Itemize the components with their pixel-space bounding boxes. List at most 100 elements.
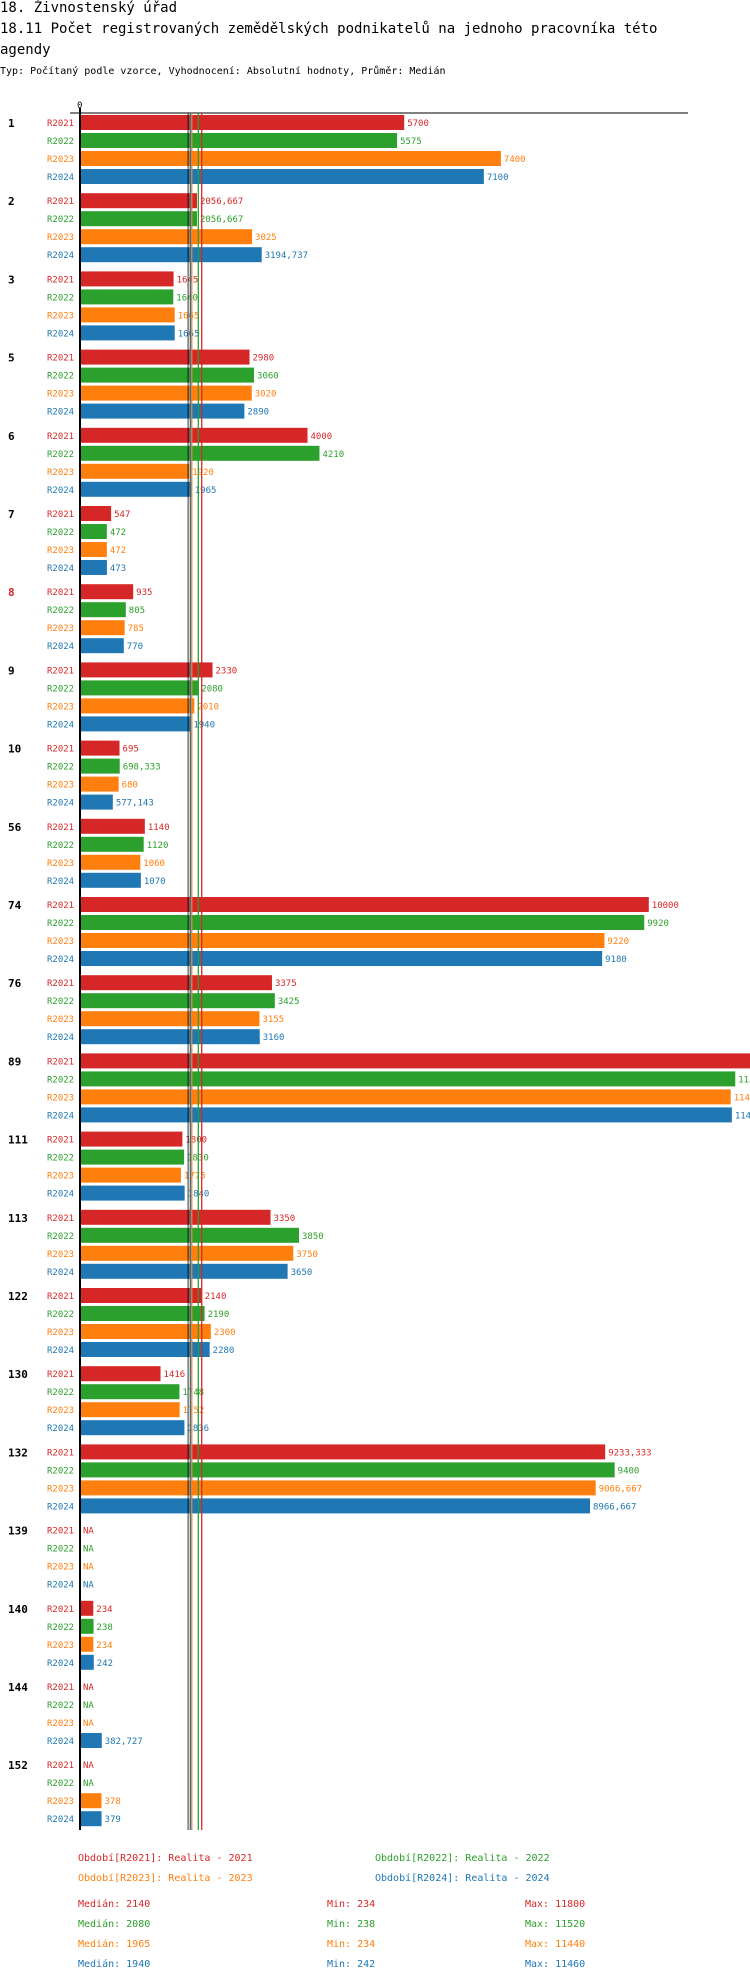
bar — [80, 662, 213, 678]
series-row-label: R2021 — [47, 1292, 74, 1302]
data-label: 3020 — [255, 390, 277, 400]
bar — [80, 758, 120, 774]
bar — [80, 115, 405, 130]
data-label: 379 — [105, 1815, 121, 1825]
category-label: 152 — [8, 1759, 28, 1772]
series-row-label: R2021 — [47, 745, 74, 755]
bar — [80, 1107, 732, 1123]
bar — [80, 933, 605, 948]
data-label: 1060 — [143, 859, 165, 869]
series-row-label: R2023 — [47, 155, 74, 165]
data-label: 3060 — [257, 372, 279, 382]
data-label: 2140 — [205, 1292, 227, 1302]
series-row-label: R2023 — [47, 1563, 74, 1573]
series-row-label: R2021 — [47, 1605, 74, 1615]
bar — [80, 1384, 180, 1400]
series-row-label: R2024 — [47, 799, 74, 809]
data-label: 2080 — [201, 684, 223, 694]
series-row-label: R2022 — [47, 1701, 74, 1711]
bar — [80, 1185, 185, 1201]
series-row-label: R2022 — [47, 1623, 74, 1633]
data-label: NA — [83, 1581, 94, 1591]
bar — [80, 1167, 181, 1183]
data-label: 8966,667 — [593, 1502, 636, 1512]
series-row-label: R2021 — [47, 275, 74, 285]
series-row-label: R2023 — [47, 1797, 74, 1807]
data-label: 1416 — [164, 1370, 186, 1380]
data-label: 1665 — [178, 329, 200, 339]
data-label: 2056,667 — [200, 215, 243, 225]
data-label: 9400 — [618, 1466, 640, 1476]
series-row-label: R2022 — [47, 763, 74, 773]
series-row-label: R2024 — [47, 1502, 74, 1512]
data-label: 695 — [123, 745, 139, 755]
series-row-label: R2022 — [47, 1779, 74, 1789]
data-label: NA — [83, 1545, 94, 1555]
category-label: 89 — [8, 1055, 21, 1068]
stat-median: Medián: 2080 — [78, 1918, 150, 1930]
series-row-label: R2021 — [47, 1527, 74, 1537]
data-label: NA — [83, 1563, 94, 1573]
bar — [80, 818, 145, 834]
chart-meta: Typ: Počítaný podle vzorce, Vyhodnocení:… — [0, 66, 446, 77]
bar — [80, 307, 175, 323]
data-label: 11520 — [738, 1075, 750, 1085]
data-label: 770 — [127, 642, 143, 652]
series-row-label: R2022 — [47, 1310, 74, 1320]
bar — [80, 325, 175, 341]
bar — [80, 1733, 102, 1748]
bar — [80, 560, 107, 575]
series-row-label: R2022 — [47, 1232, 74, 1242]
data-label: 234 — [96, 1605, 112, 1615]
bar — [80, 1480, 596, 1496]
stat-median: Medián: 1965 — [78, 1938, 150, 1950]
data-label: 1645 — [177, 275, 199, 285]
series-row-label: R2023 — [47, 1250, 74, 1260]
series-row-label: R2021 — [47, 432, 74, 442]
x-axis-zero-label: 0 — [77, 101, 82, 111]
data-label: 9180 — [605, 955, 627, 965]
series-row-label: R2021 — [47, 588, 74, 598]
bar — [80, 151, 501, 166]
bar — [80, 620, 125, 636]
bar — [80, 1011, 260, 1027]
data-label: 3850 — [302, 1232, 324, 1242]
data-label: 9920 — [647, 919, 669, 929]
data-label: 2280 — [213, 1346, 235, 1356]
series-row-label: R2022 — [47, 293, 74, 303]
stat-max: Max: 11460 — [525, 1959, 585, 1970]
page-title: 18. Živnostenský úřad — [0, 0, 178, 16]
bar — [80, 1209, 271, 1225]
data-label: 3160 — [263, 1033, 285, 1043]
series-row-label: R2022 — [47, 1388, 74, 1398]
series-row-label: R2021 — [47, 1761, 74, 1771]
bar — [80, 915, 645, 930]
data-label: 3350 — [274, 1214, 296, 1224]
data-label: 4210 — [322, 450, 344, 460]
data-label: 4000 — [311, 432, 333, 442]
series-row-label: R2024 — [47, 1268, 74, 1278]
data-label: 2056,667 — [200, 197, 243, 207]
data-label: 378 — [105, 1797, 121, 1807]
series-row-label: R2021 — [47, 1370, 74, 1380]
data-label: 2190 — [208, 1310, 230, 1320]
bar — [80, 367, 255, 383]
stat-min: Min: 238 — [327, 1919, 375, 1930]
data-label: 473 — [110, 564, 126, 574]
series-row-label: R2021 — [47, 354, 74, 364]
data-label: 3750 — [296, 1250, 318, 1260]
data-label: NA — [83, 1779, 94, 1789]
series-row-label: R2024 — [47, 1737, 74, 1747]
bar — [80, 289, 174, 305]
series-row-label: R2023 — [47, 1406, 74, 1416]
data-label: 1752 — [183, 1406, 205, 1416]
series-row-label: R2024 — [47, 1424, 74, 1434]
bar — [80, 680, 199, 696]
series-row-label: R2024 — [47, 173, 74, 183]
category-label: 8 — [8, 586, 15, 599]
series-row-label: R2022 — [47, 1545, 74, 1555]
bar — [80, 872, 141, 888]
series-row-label: R2024 — [47, 1581, 74, 1591]
bar — [80, 1654, 94, 1670]
